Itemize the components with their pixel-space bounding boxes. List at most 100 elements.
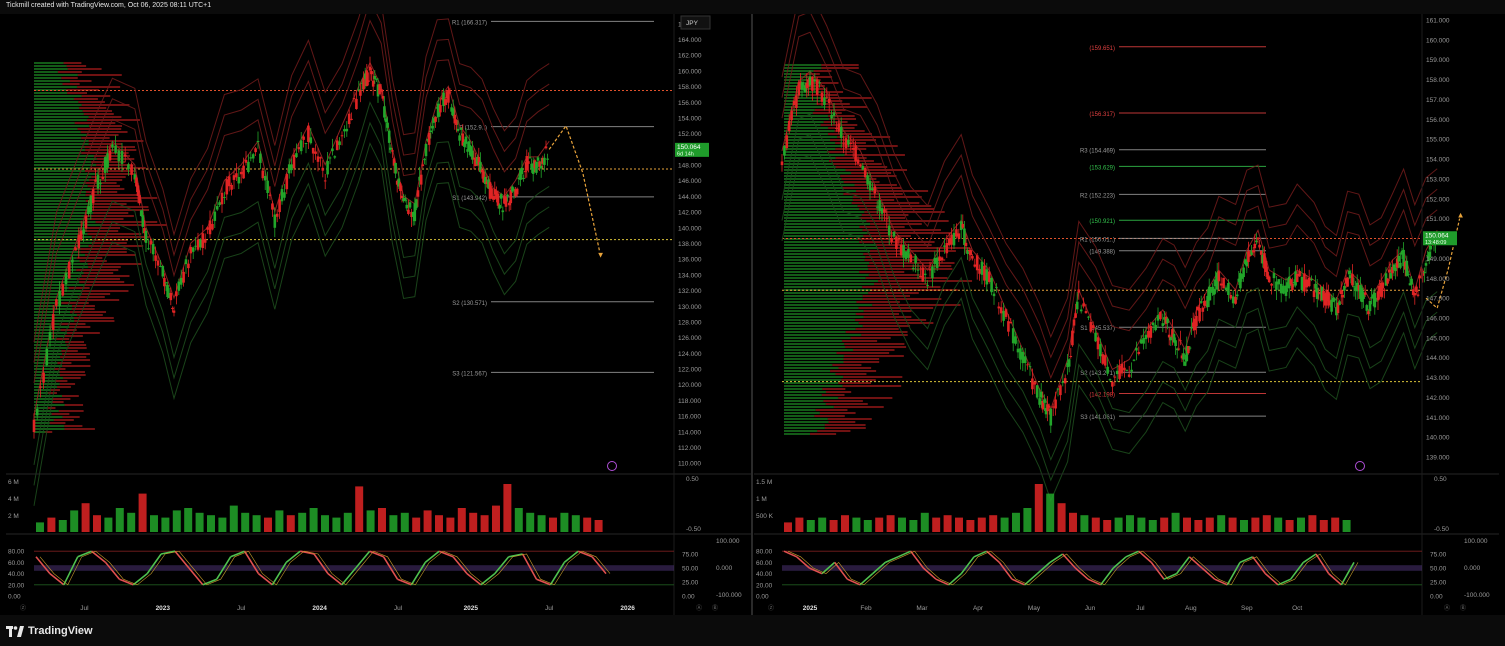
candle-up[interactable] <box>114 145 117 153</box>
candle-up[interactable] <box>99 182 102 185</box>
candle-down[interactable] <box>1063 378 1067 384</box>
candle-down[interactable] <box>61 284 65 296</box>
candle-down[interactable] <box>873 186 877 194</box>
candle-down[interactable] <box>321 167 325 171</box>
candle-up[interactable] <box>931 266 934 279</box>
candle-up[interactable] <box>1335 307 1338 316</box>
candle-down[interactable] <box>1101 354 1105 364</box>
candle-up[interactable] <box>117 150 121 162</box>
candle-up[interactable] <box>1284 285 1288 296</box>
auto-scale-icon[interactable]: Ⓐ <box>1444 604 1450 612</box>
candle-down[interactable] <box>997 306 1001 309</box>
candle-down[interactable] <box>1196 306 1200 310</box>
candle-up[interactable] <box>375 78 378 80</box>
candle-down[interactable] <box>797 82 801 96</box>
candle-down[interactable] <box>1096 337 1100 350</box>
candle-down[interactable] <box>969 250 973 256</box>
candle-down[interactable] <box>1327 291 1330 306</box>
candle-down[interactable] <box>1251 250 1255 253</box>
candle-down[interactable] <box>143 228 146 234</box>
candle-down[interactable] <box>335 140 339 151</box>
candle-down[interactable] <box>509 189 513 204</box>
candle-down[interactable] <box>795 95 798 109</box>
candle-down[interactable] <box>1127 374 1131 377</box>
candle-up[interactable] <box>435 107 439 109</box>
candle-down[interactable] <box>314 151 317 154</box>
candle-down[interactable] <box>225 179 229 195</box>
candle-up[interactable] <box>1067 359 1071 367</box>
candle-up[interactable] <box>164 282 168 284</box>
candle-up[interactable] <box>1214 279 1217 287</box>
candle-up[interactable] <box>522 177 525 179</box>
candle-up[interactable] <box>1215 272 1219 290</box>
candle-down[interactable] <box>490 188 493 199</box>
candle-down[interactable] <box>1054 399 1057 409</box>
candle-down[interactable] <box>447 89 450 103</box>
candle-up[interactable] <box>287 164 291 174</box>
candle-down[interactable] <box>123 154 127 157</box>
candle-down[interactable] <box>340 135 344 137</box>
candle-down[interactable] <box>154 255 157 261</box>
candle-up[interactable] <box>1206 295 1209 308</box>
candle-down[interactable] <box>448 91 452 93</box>
candle-down[interactable] <box>1323 293 1327 306</box>
candle-up[interactable] <box>127 164 130 170</box>
candle-down[interactable] <box>275 213 279 217</box>
candle-down[interactable] <box>955 229 958 237</box>
candle-down[interactable] <box>1089 322 1093 332</box>
candle-up[interactable] <box>450 107 453 112</box>
candle-down[interactable] <box>271 203 274 210</box>
candle-up[interactable] <box>813 79 817 82</box>
candle-down[interactable] <box>359 89 362 96</box>
candle-down[interactable] <box>1219 283 1223 286</box>
candle-up[interactable] <box>147 248 150 250</box>
candle-up[interactable] <box>256 141 260 143</box>
candle-up[interactable] <box>87 206 90 214</box>
candle-down[interactable] <box>1336 302 1340 314</box>
candle-down[interactable] <box>156 260 160 266</box>
candle-up[interactable] <box>1429 245 1433 250</box>
candle-up[interactable] <box>191 247 195 252</box>
candle-up[interactable] <box>451 108 455 117</box>
candle-down[interactable] <box>1031 378 1034 390</box>
candle-down[interactable] <box>227 176 231 187</box>
candle-up[interactable] <box>1028 366 1032 368</box>
candle-up[interactable] <box>167 293 171 298</box>
candle-up[interactable] <box>166 284 169 298</box>
candle-down[interactable] <box>1298 270 1301 277</box>
candle-up[interactable] <box>437 103 441 117</box>
candle-down[interactable] <box>371 80 375 87</box>
candle-up[interactable] <box>1331 297 1335 302</box>
candle-up[interactable] <box>1087 316 1090 318</box>
candle-down[interactable] <box>1203 300 1206 306</box>
candle-up[interactable] <box>1399 262 1402 268</box>
candle-up[interactable] <box>213 211 217 221</box>
candle-down[interactable] <box>443 99 447 105</box>
candle-down[interactable] <box>496 193 500 206</box>
candle-up[interactable] <box>1023 356 1027 364</box>
candle-down[interactable] <box>859 164 862 167</box>
candle-down[interactable] <box>1082 303 1085 307</box>
candle-down[interactable] <box>1091 325 1095 329</box>
candle-down[interactable] <box>491 196 495 200</box>
candle-down[interactable] <box>1341 294 1345 298</box>
candle-down[interactable] <box>149 240 153 245</box>
candle-down[interactable] <box>1077 289 1081 293</box>
candle-down[interactable] <box>84 215 88 229</box>
candle-down[interactable] <box>1137 351 1141 354</box>
candle-up[interactable] <box>48 332 52 340</box>
candle-up[interactable] <box>1359 285 1362 299</box>
candle-down[interactable] <box>1147 330 1150 338</box>
candle-up[interactable] <box>1182 353 1185 360</box>
candle-up[interactable] <box>1287 276 1291 289</box>
candle-down[interactable] <box>1051 406 1055 408</box>
candle-down[interactable] <box>1234 296 1237 304</box>
candle-down[interactable] <box>302 136 305 140</box>
candle-up[interactable] <box>1190 327 1193 329</box>
candle-up[interactable] <box>1250 250 1253 255</box>
candle-up[interactable] <box>345 128 349 132</box>
candle-down[interactable] <box>811 77 814 91</box>
candle-down[interactable] <box>909 254 913 263</box>
candle-down[interactable] <box>533 160 537 169</box>
candle-down[interactable] <box>1258 244 1261 248</box>
